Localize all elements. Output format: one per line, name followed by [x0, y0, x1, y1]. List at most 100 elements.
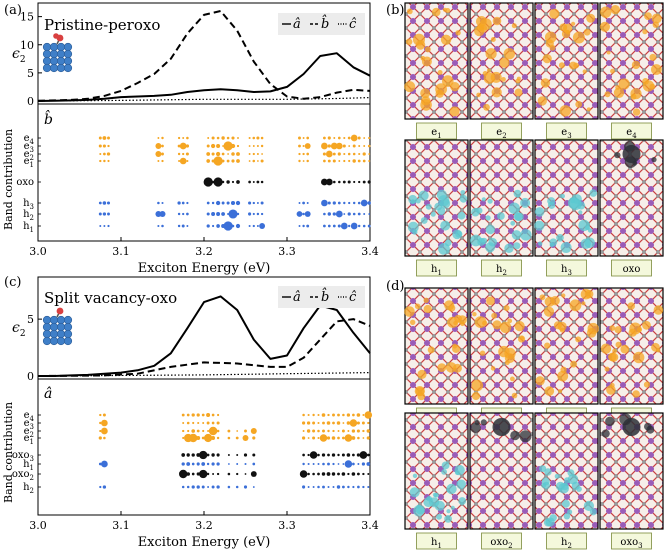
- orbital-blob: [544, 468, 552, 476]
- band-dot: [309, 451, 318, 459]
- orbital-blob: [499, 57, 510, 68]
- band-row-label: h3: [23, 198, 34, 211]
- orbital-blob: [643, 381, 651, 388]
- band-dot: [306, 429, 311, 433]
- band-dot: [206, 421, 210, 425]
- band-dot: [99, 421, 102, 425]
- band-dot: [201, 413, 205, 417]
- band-dot: [337, 436, 340, 440]
- band-dot: [260, 201, 264, 205]
- inset-atom: [63, 42, 73, 52]
- xtick-label: 3.2: [195, 519, 213, 532]
- band-dot: [236, 430, 239, 432]
- band-dot: [357, 472, 360, 476]
- band-dot: [323, 212, 326, 216]
- orbital-blob: [561, 482, 569, 491]
- band-dot: [248, 201, 252, 205]
- band-dot: [260, 180, 264, 184]
- band-dot: [99, 159, 102, 163]
- orbital-blob: [442, 75, 454, 87]
- band-dot: [302, 224, 305, 228]
- orbital-blob: [485, 48, 497, 60]
- inset-atom: [42, 315, 52, 325]
- band-dot: [157, 201, 160, 205]
- band-dot: [333, 137, 336, 139]
- orbital-blob: [438, 243, 450, 255]
- band-dot: [191, 485, 195, 489]
- orbital-blob: [440, 34, 452, 45]
- band-dot: [181, 201, 185, 205]
- band-dot: [182, 212, 185, 216]
- band-dot: [321, 453, 326, 457]
- orbital-blob: [567, 509, 573, 515]
- band-dot: [252, 136, 256, 140]
- band-dot: [368, 213, 371, 215]
- orbital-blob: [614, 152, 621, 159]
- band-dot: [256, 180, 260, 184]
- band-dot: [337, 430, 340, 432]
- orbital-blob: [620, 344, 630, 354]
- orbital-blob: [510, 430, 520, 441]
- orbital-blob: [408, 194, 418, 204]
- band-dot: [250, 428, 257, 434]
- orbital-blob: [540, 78, 551, 88]
- band-row-label: e2: [24, 149, 34, 162]
- orbital-blob: [520, 197, 531, 208]
- orbital-label: h1: [431, 264, 442, 277]
- orbital-blob: [563, 513, 571, 520]
- band-dot: [327, 485, 330, 489]
- band-dot: [155, 211, 162, 217]
- band-dot: [216, 485, 220, 489]
- band-dot: [347, 430, 350, 432]
- band-dot: [302, 485, 306, 489]
- band-dot: [231, 152, 235, 156]
- inset-atom: [56, 336, 66, 346]
- band-dot: [244, 462, 247, 466]
- band-dot: [252, 453, 256, 457]
- orbital-blob: [470, 422, 481, 434]
- band-dot: [103, 436, 106, 440]
- orbital-blob: [444, 515, 452, 523]
- orbital-grid-b: e1 h1 e2 h2 e3 h3 e4 oxo: [404, 2, 664, 277]
- band-dot: [216, 462, 220, 466]
- band-dot: [235, 485, 239, 489]
- band-row-label: h2: [23, 209, 34, 222]
- band-dot: [317, 472, 320, 476]
- orbital-blob: [460, 190, 466, 195]
- band-dot: [362, 429, 365, 433]
- band-dot: [201, 485, 205, 489]
- band-dot: [182, 137, 185, 139]
- band-dot: [357, 485, 360, 489]
- orbital-blob: [421, 56, 432, 67]
- band-dots-a: [98, 134, 371, 231]
- band-dot: [185, 144, 190, 148]
- orbital-blob: [511, 392, 518, 399]
- orbital-label-box: [611, 532, 652, 550]
- band-dot: [177, 152, 181, 156]
- band-dot: [248, 180, 251, 184]
- band-dot: [347, 212, 351, 216]
- band-dot: [333, 180, 336, 184]
- band-dot: [155, 151, 162, 157]
- band-dot: [236, 472, 239, 476]
- band-dot: [317, 453, 320, 457]
- orbital-blob: [480, 419, 487, 426]
- orbital-blob: [445, 8, 451, 13]
- band-dot: [216, 421, 220, 425]
- band-dot: [323, 224, 326, 228]
- orbital-blob: [567, 469, 575, 477]
- orbital-blob: [437, 70, 443, 75]
- band-dot: [216, 224, 220, 228]
- panel-label-c: (c): [4, 275, 21, 290]
- xticks-a: 3.0 3.1 3.2 3.3 3.4: [29, 237, 379, 258]
- orbital-blob: [490, 366, 496, 371]
- orbital-label-box: [546, 259, 587, 277]
- band-dot: [235, 200, 241, 206]
- band-dot: [317, 485, 320, 489]
- band-dot: [206, 224, 210, 228]
- band-dot: [343, 159, 346, 163]
- legend-box-a: [278, 13, 365, 35]
- band-dot: [332, 485, 335, 489]
- band-dot: [236, 144, 240, 148]
